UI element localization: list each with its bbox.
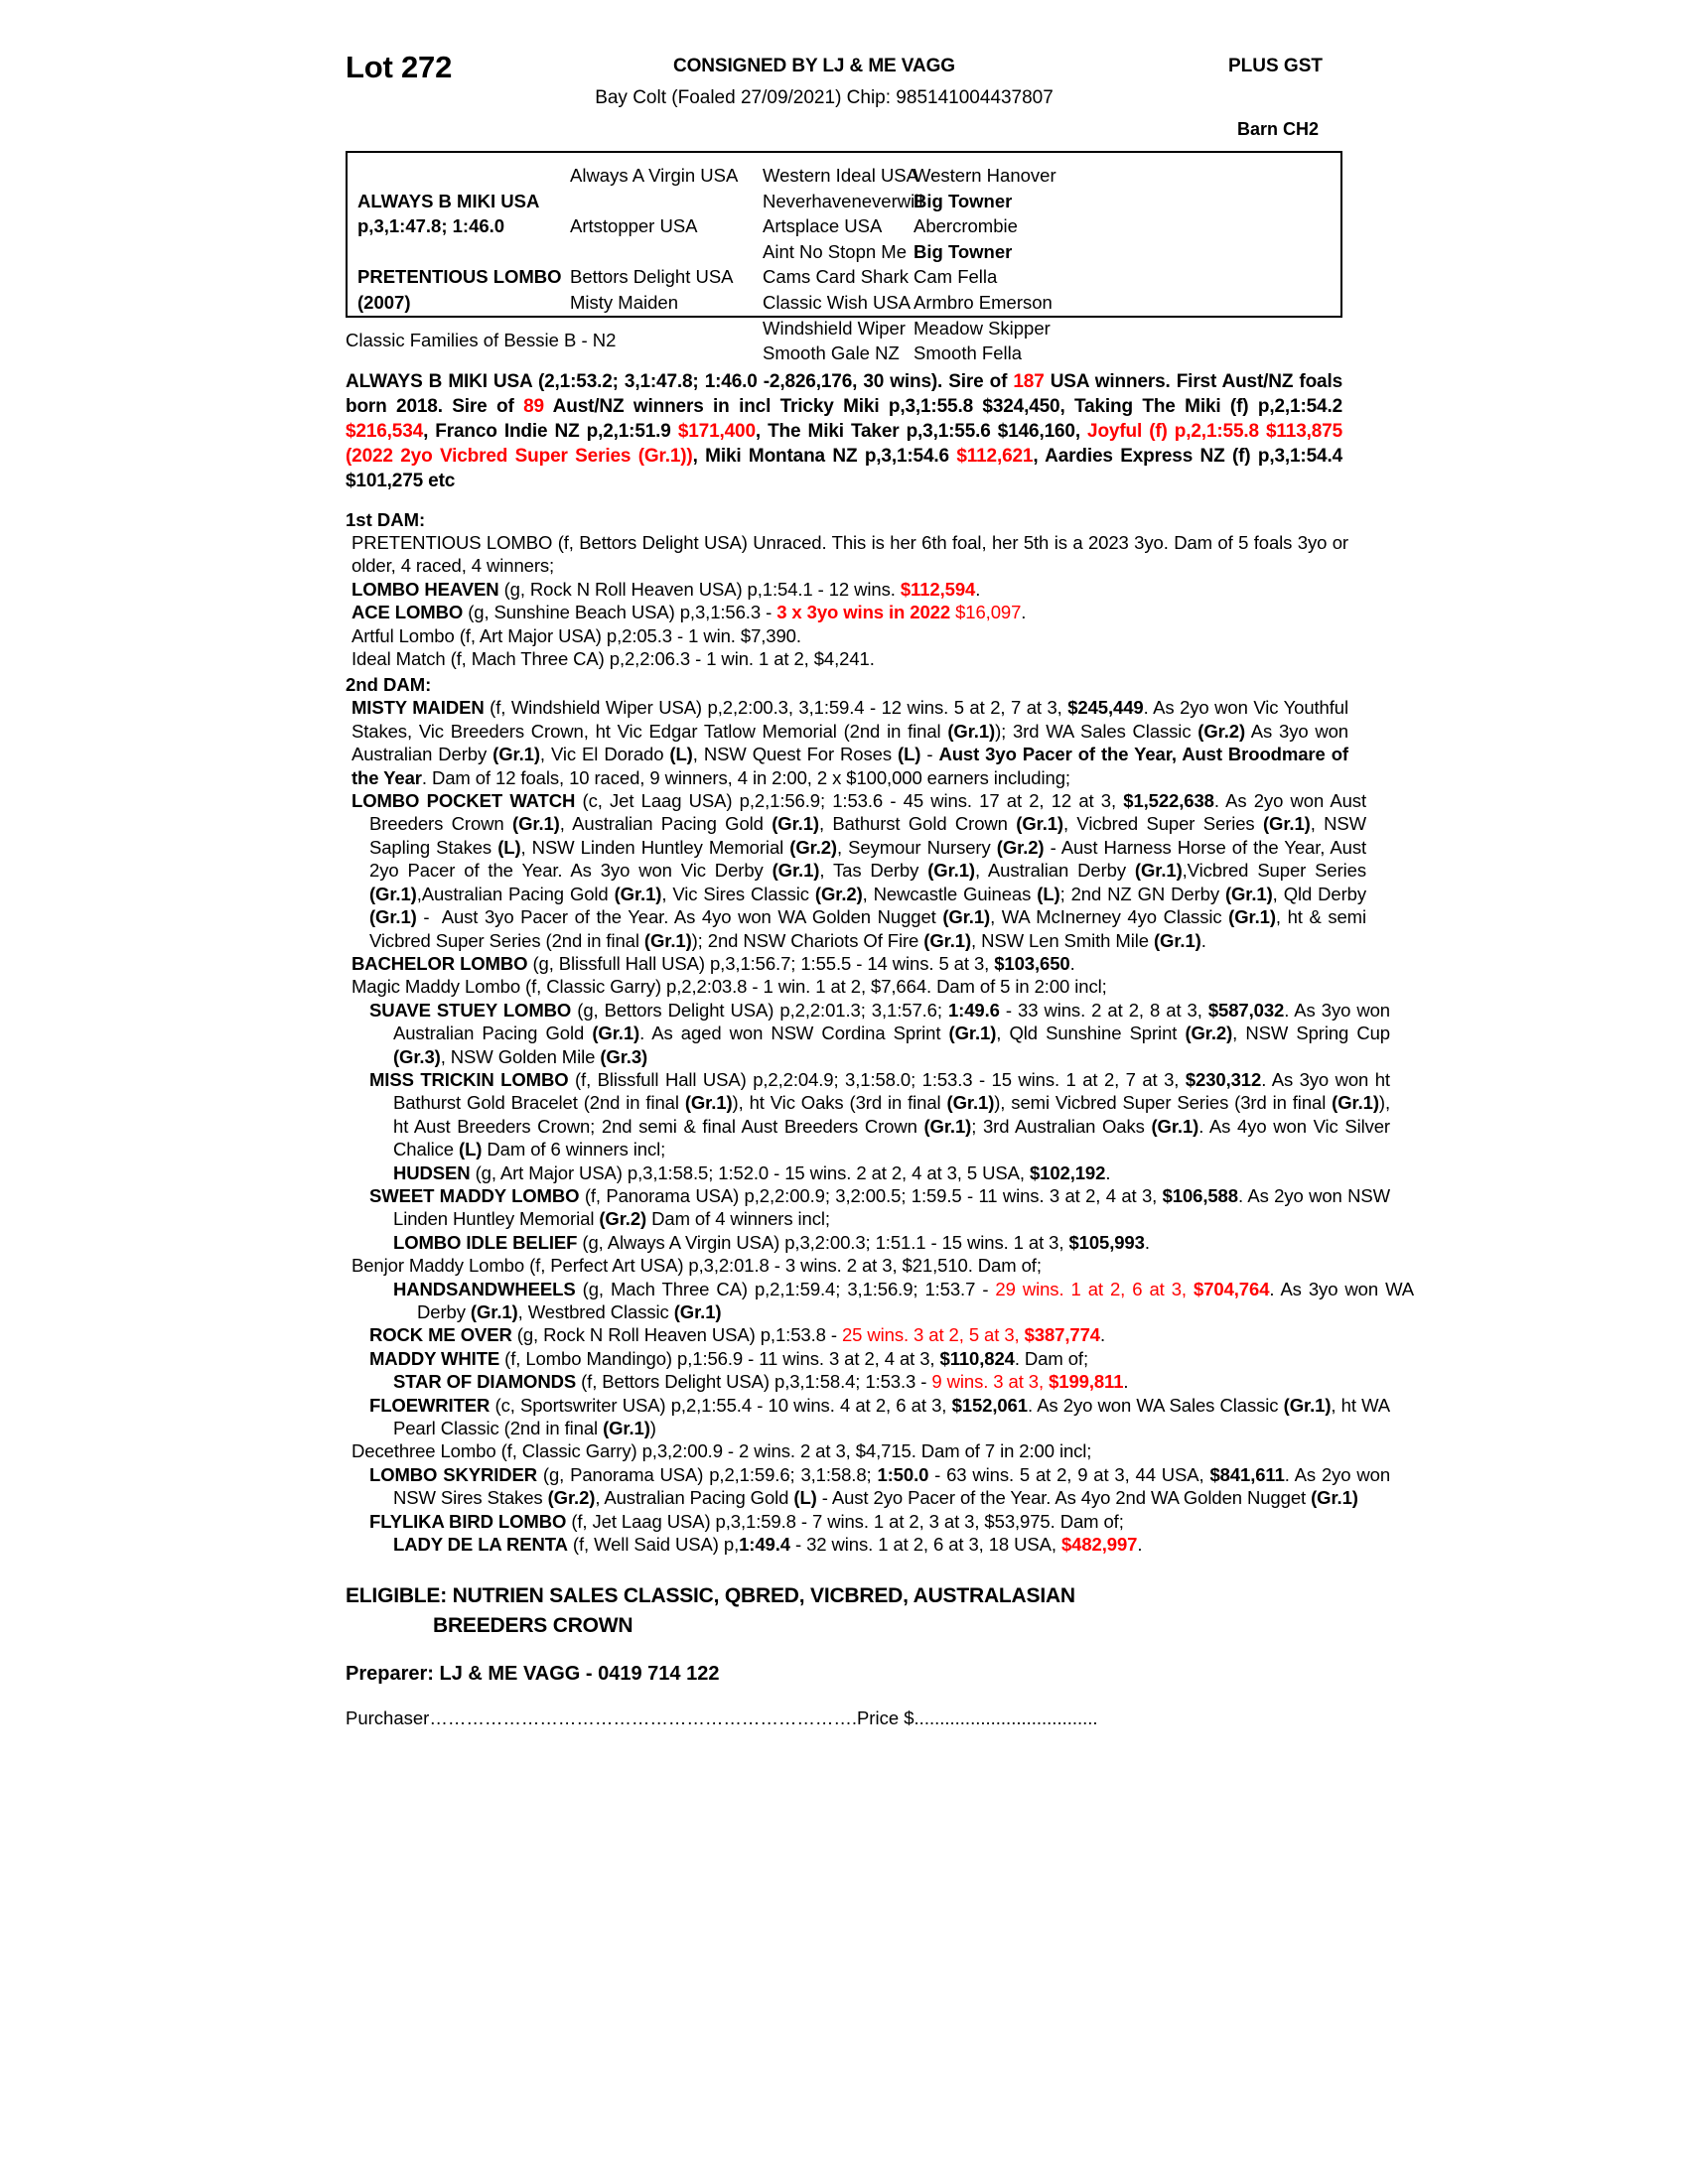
consignor-label: CONSIGNED BY LJ & ME VAGG (673, 56, 955, 76)
barn-label: Barn CH2 (1236, 119, 1319, 139)
lot-number: Lot 272 (346, 50, 453, 84)
progeny-entry: HANDSANDWHEELS (g, Mach Three CA) p,2,1:… (393, 1278, 1415, 1322)
pedigree-cell: Classic Wish USA (763, 292, 912, 313)
eligibility-block: ELIGIBLE: NUTRIEN SALES CLASSIC, QBRED, … (346, 1581, 1342, 1641)
pedigree-cell: Abercrombie (914, 215, 1018, 237)
pedigree-cell: Neverhaveneverwill (763, 190, 923, 211)
page-header: Lot 272 CONSIGNED BY LJ & ME VAGG PLUS G… (346, 42, 1390, 139)
purchaser-line: Purchaser…………………………………………………………….Price $… (346, 1707, 1098, 1729)
preparer-line: Preparer: LJ & ME VAGG - 0419 714 122 (346, 1663, 720, 1686)
dam-year: (2007) (357, 292, 411, 313)
eligibility-line-1: ELIGIBLE: NUTRIEN SALES CLASSIC, QBRED, … (346, 1584, 1075, 1608)
progeny-entry: Benjor Maddy Lombo (f, Perfect Art USA) … (352, 1255, 1042, 1277)
pedigree-cell: Armbro Emerson (914, 292, 1053, 313)
sire-name: ALWAYS B MIKI USA (357, 190, 540, 211)
progeny-entry: Ideal Match (f, Mach Three CA) p,2,2:06.… (352, 648, 875, 670)
progeny-entry: HUDSEN (g, Art Major USA) p,3,1:58.5; 1:… (393, 1161, 1111, 1183)
progeny-entry: LOMBO HEAVEN (g, Rock N Roll Heaven USA)… (352, 578, 981, 600)
progeny-entry: LOMBO POCKET WATCH (c, Jet Laag USA) p,2… (352, 790, 1367, 951)
eligibility-line-2: BREEDERS CROWN (433, 1614, 633, 1638)
plus-gst-label: PLUS GST (1227, 56, 1323, 76)
progeny-entry: FLYLIKA BIRD LOMBO (f, Jet Laag USA) p,3… (369, 1510, 1124, 1532)
pedigree-cell: Always A Virgin USA (570, 165, 739, 186)
progeny-entry: MISS TRICKIN LOMBO (f, Blissfull Hall US… (369, 1068, 1390, 1160)
progeny-entry: SUAVE STUEY LOMBO (g, Bettors Delight US… (369, 999, 1390, 1067)
pedigree-cell: Cam Fella (914, 266, 998, 288)
progeny-entry: SWEET MADDY LOMBO (f, Panorama USA) p,2,… (369, 1184, 1390, 1230)
pedigree-cell: Western Ideal USA (763, 165, 918, 186)
progeny-entry: STAR OF DIAMONDS (f, Bettors Delight USA… (393, 1371, 1129, 1393)
pedigree-cell: Windshield Wiper (763, 317, 906, 339)
classic-families-line: Classic Families of Bessie B - N2 (346, 330, 617, 350)
progeny-entry: FLOEWRITER (c, Sportswriter USA) p,2,1:5… (369, 1394, 1390, 1439)
first-dam-heading: 1st DAM: (346, 509, 426, 530)
progeny-entry: ROCK ME OVER (g, Rock N Roll Heaven USA)… (369, 1324, 1106, 1346)
second-dam-heading: 2nd DAM: (346, 674, 432, 696)
pedigree-cell: Smooth Fella (914, 342, 1022, 364)
pedigree-cell: Misty Maiden (570, 292, 678, 313)
pedigree-cell: Artstopper USA (570, 215, 698, 237)
pedigree-cell: Cams Card Shark (763, 266, 910, 288)
progeny-entry: Artful Lombo (f, Art Major USA) p,2:05.3… (352, 624, 801, 646)
pedigree-cell: Big Towner (914, 240, 1013, 262)
dam-entry: PRETENTIOUS LOMBO (f, Bettors Delight US… (352, 532, 1348, 577)
pedigree-table: ALWAYS B MIKI USA p,3,1:47.8; 1:46.0 PRE… (346, 151, 1342, 363)
sire-record: p,3,1:47.8; 1:46.0 (357, 215, 505, 237)
sire-summary-paragraph: ALWAYS B MIKI USA (2,1:53.2; 3,1:47.8; 1… (346, 371, 1343, 491)
pedigree-cell: Meadow Skipper (914, 317, 1051, 339)
progeny-entry: LADY DE LA RENTA (f, Well Said USA) p,1:… (393, 1534, 1143, 1556)
dam-entry: MISTY MAIDEN (f, Windshield Wiper USA) p… (352, 697, 1348, 788)
progeny-entry: Magic Maddy Lombo (f, Classic Garry) p,2… (352, 976, 1107, 998)
progeny-entry: MADDY WHITE (f, Lombo Mandingo) p,1:56.9… (369, 1347, 1088, 1369)
pedigree-cell: Artsplace USA (763, 215, 883, 237)
pedigree-cell: Aint No Stopn Me (763, 240, 907, 262)
progeny-entry: Decethree Lombo (f, Classic Garry) p,3,2… (352, 1440, 1092, 1462)
progeny-entry: ACE LOMBO (g, Sunshine Beach USA) p,3,1:… (352, 602, 1027, 623)
dam-name: PRETENTIOUS LOMBO (357, 266, 562, 288)
pedigree-cell: Smooth Gale NZ (763, 342, 900, 364)
pedigree-cell: Western Hanover (914, 165, 1056, 186)
progeny-entry: LOMBO IDLE BELIEF (g, Always A Virgin US… (393, 1231, 1150, 1253)
pedigree-cell: Bettors Delight USA (570, 266, 734, 288)
progeny-entry: LOMBO SKYRIDER (g, Panorama USA) p,2,1:5… (369, 1463, 1391, 1509)
pedigree-cell: Big Towner (914, 190, 1013, 211)
horse-description: Bay Colt (Foaled 27/09/2021) Chip: 98514… (595, 87, 1054, 108)
progeny-entry: BACHELOR LOMBO (g, Blissfull Hall USA) p… (352, 952, 1075, 974)
